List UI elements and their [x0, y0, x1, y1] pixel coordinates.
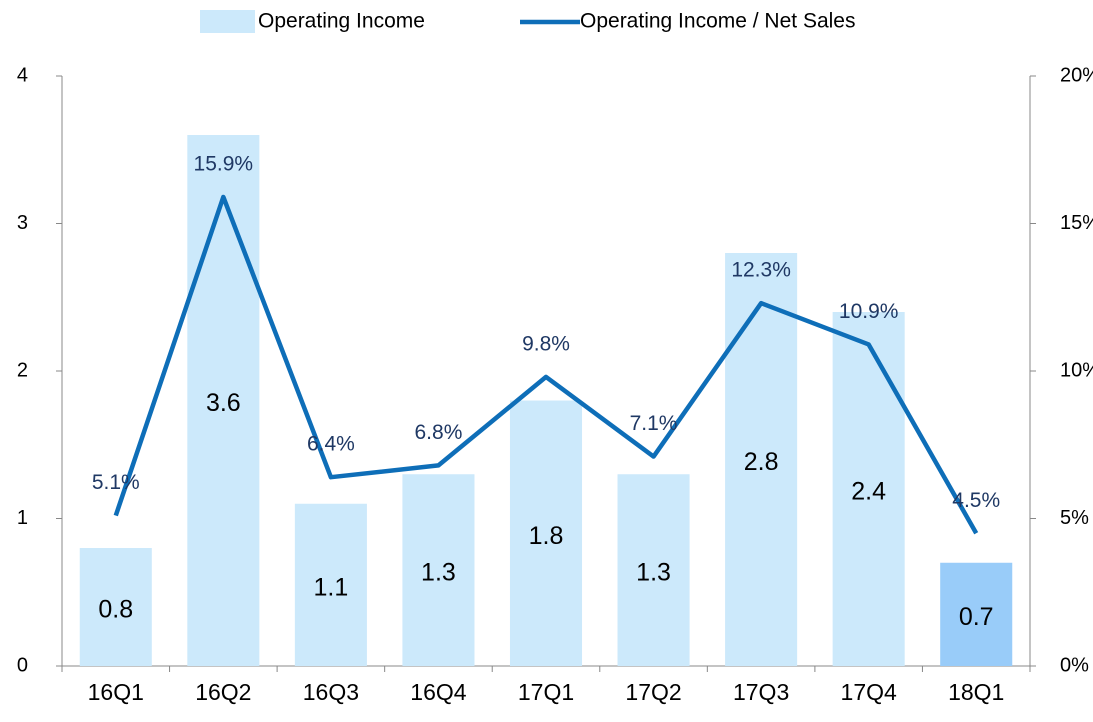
y-tick-label: 2 [17, 359, 28, 381]
line-value-label: 5.1% [92, 471, 140, 494]
y2-tick-label: 15% [1060, 212, 1093, 234]
bar [725, 253, 798, 666]
legend-label: Operating Income [258, 10, 425, 33]
bar-value-label: 1.3 [636, 559, 671, 587]
bar-value-label: 3.6 [206, 389, 241, 417]
bar [187, 135, 260, 666]
y-tick-label: 3 [17, 212, 28, 234]
bar-value-label: 2.8 [744, 448, 779, 476]
y-tick-label: 0 [17, 654, 28, 676]
bar [832, 312, 905, 666]
y2-tick-label: 20% [1060, 64, 1093, 86]
legend-label: Operating Income / Net Sales [580, 10, 855, 33]
line-value-label: 7.1% [630, 412, 678, 435]
bar [294, 503, 367, 666]
bar-value-label: 0.8 [98, 596, 133, 624]
bar [509, 400, 583, 666]
bar [402, 474, 475, 666]
x-tick-label: 17Q1 [518, 679, 574, 705]
bar-value-label: 1.1 [314, 573, 349, 601]
bar [79, 548, 152, 666]
x-tick-label: 18Q1 [948, 679, 1004, 705]
legend-swatch [200, 10, 255, 33]
line [113, 194, 979, 535]
x-tick-label: 16Q4 [410, 679, 466, 705]
y2-tick-label: 0% [1060, 654, 1089, 676]
line-value-label: 15.9% [194, 152, 254, 175]
y2-tick-label: 10% [1060, 359, 1093, 381]
bar-value-label: 1.3 [421, 559, 456, 587]
y-tick-label: 1 [17, 507, 28, 529]
line-value-label: 10.9% [839, 300, 899, 323]
y2-tick-label: 5% [1060, 507, 1089, 529]
x-tick-label: 17Q4 [841, 679, 897, 705]
x-tick-label: 16Q3 [303, 679, 359, 705]
bar-value-label: 2.4 [851, 478, 886, 506]
x-tick-label: 16Q1 [88, 679, 144, 705]
bar [617, 474, 690, 666]
x-tick-label: 16Q2 [195, 679, 251, 705]
bar [940, 562, 1013, 666]
line-value-label: 6.8% [415, 421, 463, 444]
bar-value-label: 1.8 [529, 522, 564, 550]
x-tick-label: 17Q2 [625, 679, 681, 705]
line-value-label: 9.8% [522, 332, 570, 355]
line-value-label: 6.4% [307, 433, 355, 456]
bar-value-label: 0.7 [959, 603, 994, 631]
line-value-label: 4.5% [952, 489, 1000, 512]
x-tick-label: 17Q3 [733, 679, 789, 705]
y-tick-label: 4 [17, 64, 28, 86]
line-value-label: 12.3% [731, 259, 791, 282]
